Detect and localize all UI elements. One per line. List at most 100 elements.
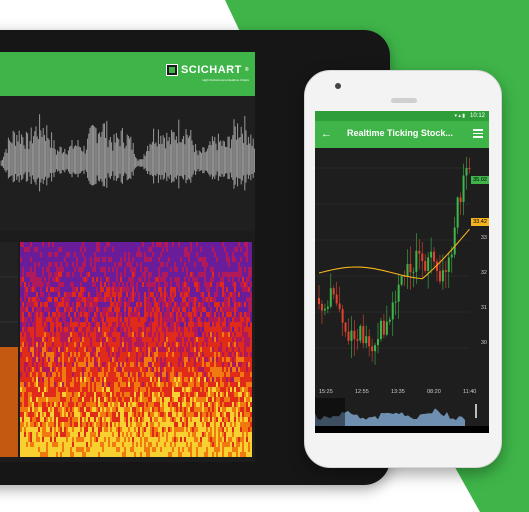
spectrogram-cell xyxy=(46,312,48,317)
spectrogram-cell xyxy=(136,252,138,257)
spectrogram-cell xyxy=(20,442,22,447)
spectrogram-cell xyxy=(166,297,168,302)
spectrogram-cell xyxy=(146,282,148,287)
spectrogram-cell xyxy=(134,342,136,347)
spectrogram-cell xyxy=(240,332,242,337)
spectrogram-cell xyxy=(174,407,176,412)
spectrogram-cell xyxy=(114,392,116,397)
spectrogram-cell xyxy=(72,387,74,392)
spectrogram-cell xyxy=(44,257,46,262)
spectrogram-cell xyxy=(92,337,94,342)
spectrogram-cell xyxy=(70,432,72,437)
spectrogram-cell xyxy=(100,382,102,387)
spectrogram-cell xyxy=(212,332,214,337)
spectrogram-cell xyxy=(64,307,66,312)
spectrogram-cell xyxy=(178,322,180,327)
spectrogram-cell xyxy=(82,307,84,312)
spectrogram-cell xyxy=(46,292,48,297)
spectrogram-cell xyxy=(138,427,140,432)
spectrogram-cell xyxy=(160,382,162,387)
spectrogram-cell xyxy=(42,342,44,347)
spectrogram-cell xyxy=(36,262,38,267)
spectrogram-cell xyxy=(48,257,50,262)
spectrogram-cell xyxy=(170,407,172,412)
spectrogram-cell xyxy=(178,407,180,412)
spectrogram-cell xyxy=(58,387,60,392)
spectrogram-cell xyxy=(202,442,204,447)
spectrogram-cell xyxy=(88,422,90,427)
spectrogram-cell xyxy=(144,242,146,247)
spectrogram-cell xyxy=(178,302,180,307)
spectrogram-cell xyxy=(220,417,222,422)
spectrogram-cell xyxy=(46,302,48,307)
spectrogram-cell xyxy=(64,347,66,352)
spectrogram-cell xyxy=(162,322,164,327)
spectrogram-cell xyxy=(184,442,186,447)
spectrogram-cell xyxy=(44,417,46,422)
spectrogram-cell xyxy=(40,347,42,352)
spectrogram-cell xyxy=(136,367,138,372)
spectrogram-cell xyxy=(216,347,218,352)
spectrogram-cell xyxy=(176,352,178,357)
spectrogram-cell xyxy=(188,372,190,377)
spectrogram-cell xyxy=(104,367,106,372)
spectrogram-cell xyxy=(106,372,108,377)
spectrogram-cell xyxy=(116,442,118,447)
spectrogram-cell xyxy=(168,442,170,447)
spectrogram-cell xyxy=(168,452,170,457)
spectrogram-cell xyxy=(26,317,28,322)
spectrogram-cell xyxy=(114,452,116,457)
spectrogram-cell xyxy=(200,252,202,257)
spectrogram-cell xyxy=(88,277,90,282)
spectrogram-cell xyxy=(90,357,92,362)
spectrogram-cell xyxy=(114,407,116,412)
spectrogram-cell xyxy=(102,292,104,297)
spectrogram-cell xyxy=(198,297,200,302)
spectrogram-cell xyxy=(84,257,86,262)
spectrogram-cell xyxy=(224,437,226,442)
spectrogram-cell xyxy=(28,352,30,357)
spectrogram-heatmap xyxy=(20,242,252,457)
spectrogram-cell xyxy=(238,337,240,342)
spectrogram-cell xyxy=(234,357,236,362)
spectrogram-cell xyxy=(116,272,118,277)
spectrogram-cell xyxy=(156,337,158,342)
spectrogram-cell xyxy=(170,447,172,452)
spectrogram-cell xyxy=(132,287,134,292)
spectrogram-cell xyxy=(148,322,150,327)
spectrogram-cell xyxy=(22,432,24,437)
spectrogram-cell xyxy=(58,277,60,282)
spectrogram-cell xyxy=(118,367,120,372)
spectrogram-cell xyxy=(224,332,226,337)
spectrogram-cell xyxy=(146,372,148,377)
spectrogram-cell xyxy=(116,447,118,452)
spectrogram-cell xyxy=(218,442,220,447)
spectrogram-cell xyxy=(68,432,70,437)
spectrogram-cell xyxy=(128,277,130,282)
spectrogram-cell xyxy=(86,277,88,282)
spectrogram-cell xyxy=(154,352,156,357)
spectrogram-cell xyxy=(100,272,102,277)
spectrogram-cell xyxy=(216,412,218,417)
spectrogram-cell xyxy=(86,272,88,277)
spectrogram-cell xyxy=(114,247,116,252)
spectrogram-cell xyxy=(54,432,56,437)
spectrogram-cell xyxy=(76,377,78,382)
spectrogram-cell xyxy=(238,282,240,287)
spectrogram-cell xyxy=(98,307,100,312)
spectrogram-cell xyxy=(226,247,228,252)
spectrogram-cell xyxy=(232,397,234,402)
spectrogram-cell xyxy=(204,427,206,432)
spectrogram-cell xyxy=(214,357,216,362)
spectrogram-cell xyxy=(120,337,122,342)
spectrogram-cell xyxy=(106,297,108,302)
spectrogram-cell xyxy=(234,332,236,337)
spectrogram-cell xyxy=(232,387,234,392)
spectrogram-cell xyxy=(128,362,130,367)
spectrogram-cell xyxy=(208,377,210,382)
spectrogram-cell xyxy=(102,432,104,437)
spectrogram-cell xyxy=(222,367,224,372)
spectrogram-cell xyxy=(224,247,226,252)
spectrogram-cell xyxy=(202,377,204,382)
spectrogram-cell xyxy=(200,382,202,387)
